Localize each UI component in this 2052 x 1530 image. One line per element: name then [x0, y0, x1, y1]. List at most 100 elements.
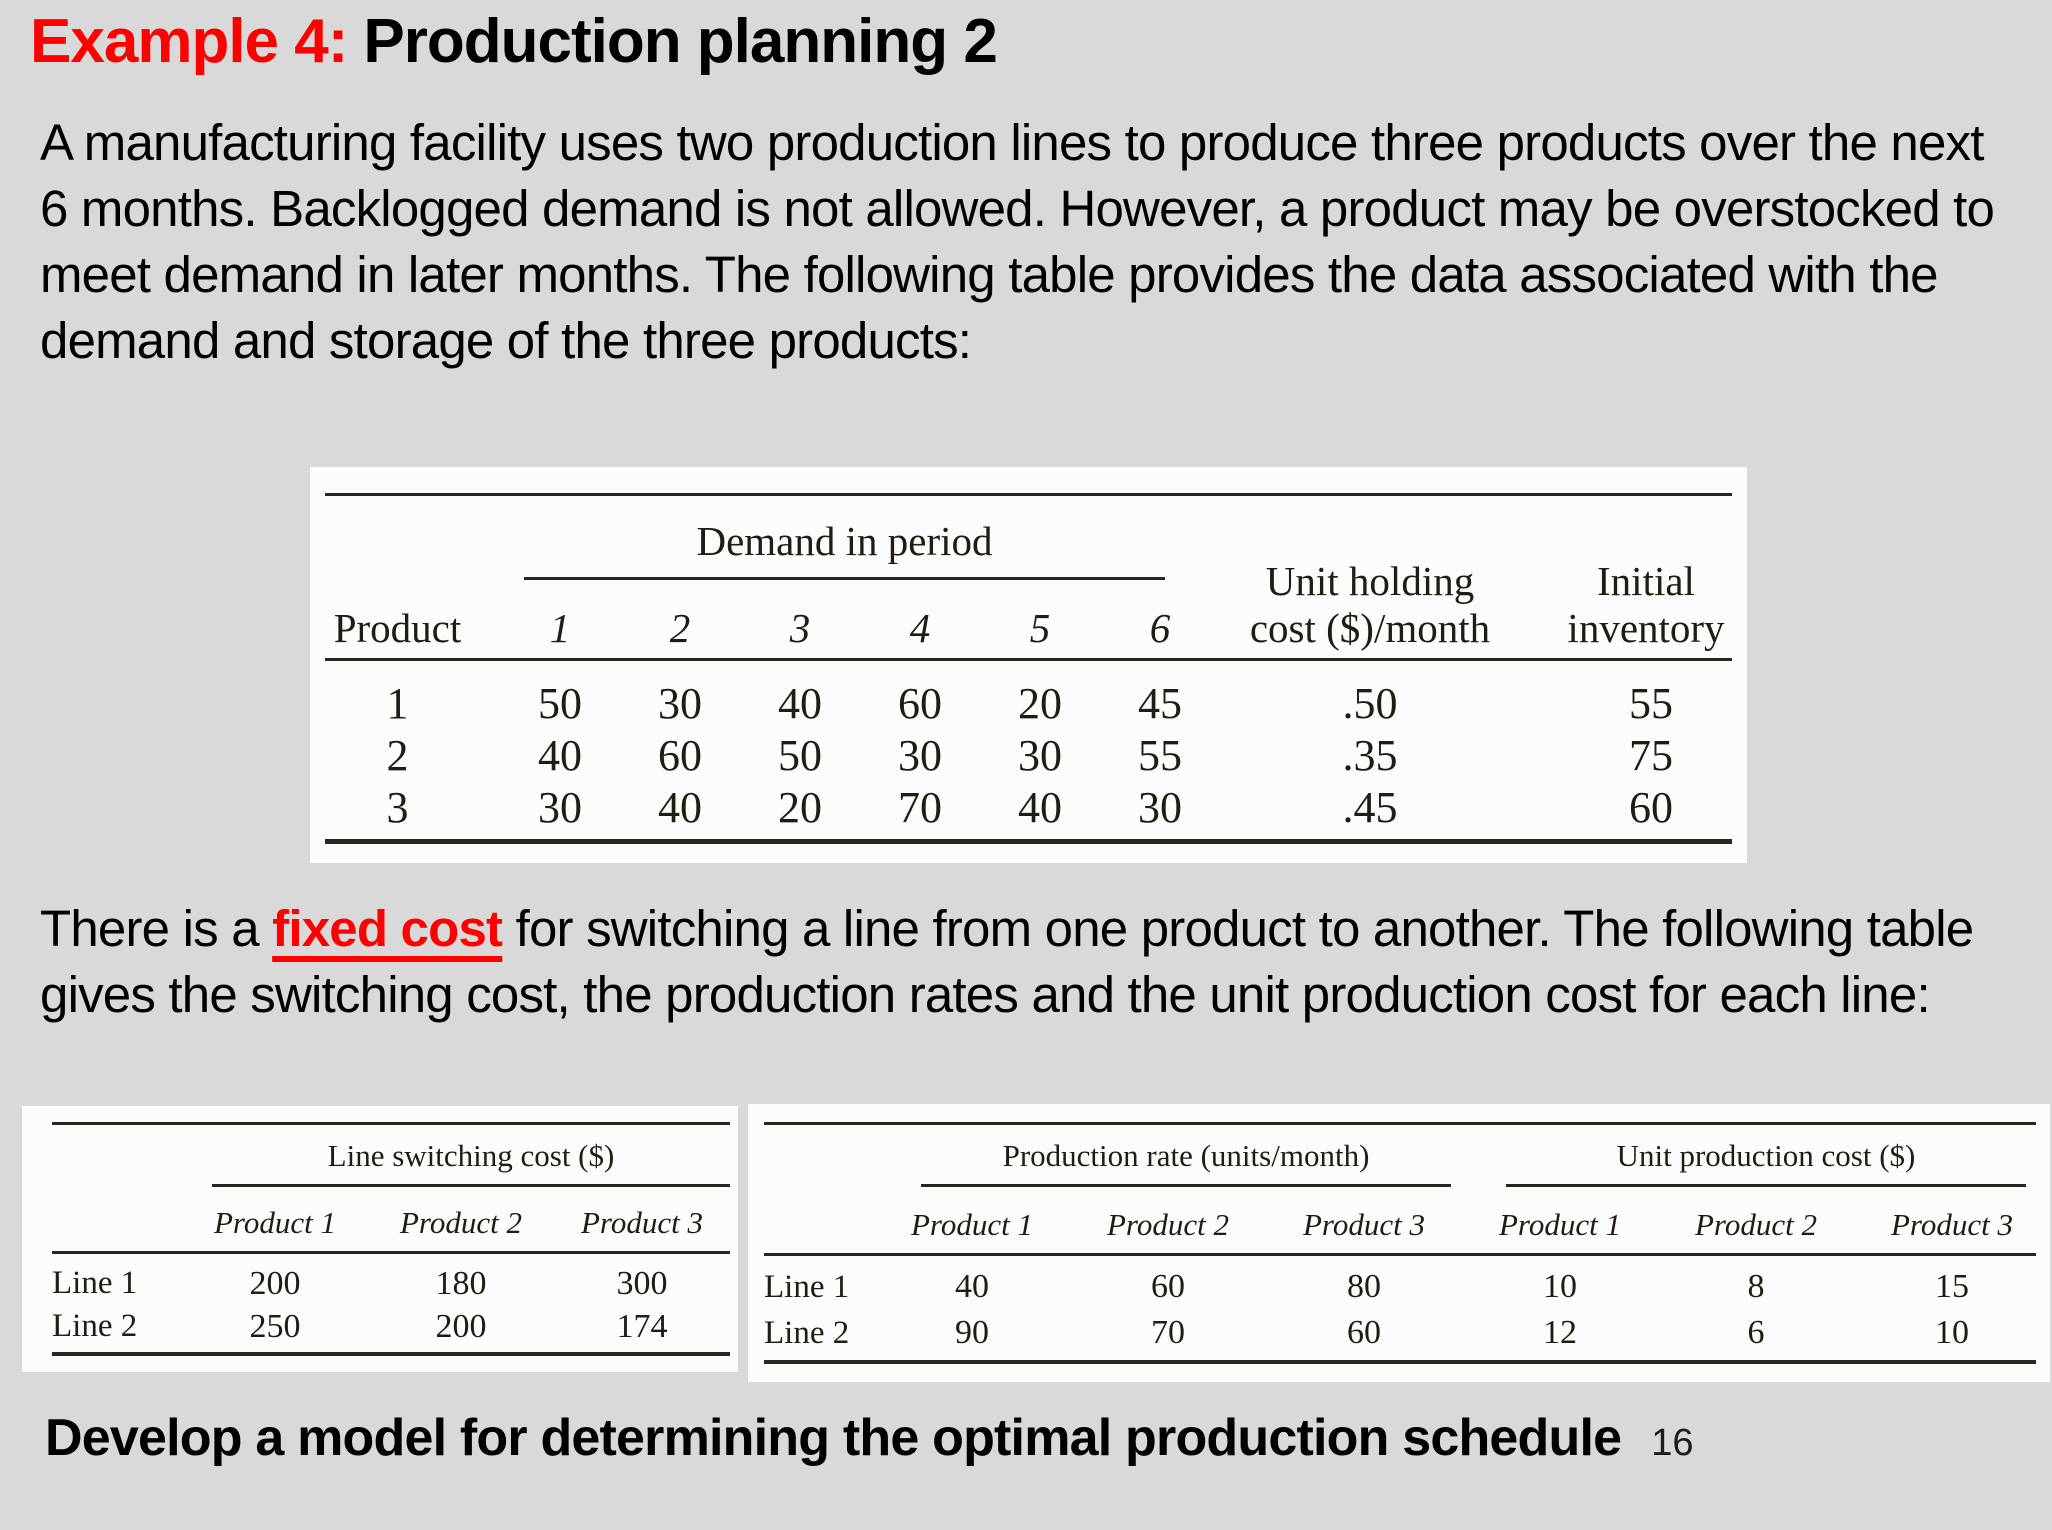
rate-cost-table-header: Production rate (units/month) Unit produ…: [764, 1125, 2050, 1253]
table-header-rule: [325, 658, 1732, 661]
demand-cell: 20: [1018, 678, 1062, 728]
switching-cost-cell: 180: [435, 1264, 487, 1302]
demand-cell: 55: [1138, 730, 1182, 780]
title-example-label: Example 4:: [30, 7, 348, 76]
page-title: Example 4: Production planning 2: [30, 6, 998, 77]
production-rate-cell: 40: [955, 1268, 989, 1305]
table-top-rule: [52, 1122, 730, 1125]
initial-inventory-header-line2: inventory: [1567, 605, 1725, 651]
switching-cost-group-header: Line switching cost ($): [212, 1138, 730, 1187]
switching-cost-cell: 200: [249, 1264, 301, 1302]
initial-inventory-cell: 60: [1629, 782, 1673, 832]
cost-product-2-header: Product 2: [1695, 1207, 1817, 1242]
table-bottom-rule: [325, 839, 1732, 844]
demand-cell: 60: [658, 730, 702, 780]
switching-paragraph-post: for switching a line from one product to…: [40, 900, 1974, 1023]
demand-cell: 30: [1138, 782, 1182, 832]
product-2-header: Product 2: [400, 1205, 522, 1240]
rate-product-3-header: Product 3: [1303, 1207, 1425, 1242]
product-column-header: Product: [333, 605, 462, 651]
product-3-header: Product 3: [581, 1205, 703, 1240]
demand-cell: 30: [1018, 730, 1062, 780]
rate-cost-table: Production rate (units/month) Unit produ…: [748, 1104, 2050, 1382]
production-rate-cell: 90: [955, 1314, 989, 1351]
switching-table-body: Line 1 200 180 300 Line 2 250 200 174: [52, 1254, 730, 1348]
switching-cost-cell: 250: [249, 1307, 301, 1345]
unit-holding-cost-header: Unit holding cost ($)/month: [1220, 558, 1520, 658]
page-number: 16: [1651, 1422, 1694, 1464]
unit-cost-cell: 15: [1935, 1268, 1969, 1305]
initial-inventory-header-line1: Initial: [1597, 558, 1695, 604]
period-header-5: 5: [1029, 605, 1051, 651]
initial-inventory-header: Initial inventory: [1520, 558, 1732, 658]
rate-product-1-header: Product 1: [911, 1207, 1033, 1242]
cost-product-1-header: Product 1: [1499, 1207, 1621, 1242]
product-cell: 2: [386, 730, 409, 780]
rate-product-2-header: Product 2: [1107, 1207, 1229, 1242]
demand-cell: 20: [778, 782, 822, 832]
switching-paragraph: There is a fixed cost for switching a li…: [40, 896, 2025, 1028]
demand-table-body: 1 50 30 40 60 20 45 .50 55 2 40 60 50 30…: [325, 661, 1732, 833]
demand-cell: 30: [898, 730, 942, 780]
unit-cost-group-header: Unit production cost ($): [1506, 1138, 2026, 1187]
switching-cost-table: Line switching cost ($) Product 1 Produc…: [22, 1106, 738, 1372]
rate-cost-table-body: Line 1 40 60 80 10 8 15 Line 2 90 70 60 …: [764, 1256, 2050, 1356]
line-label: Line 1: [52, 1265, 138, 1301]
table-header-rule: [52, 1251, 730, 1254]
demand-period-group-header: Demand in period: [524, 517, 1165, 580]
production-rate-cell: 60: [1151, 1268, 1185, 1305]
demand-cell: 40: [1018, 782, 1062, 832]
period-header-6: 6: [1149, 605, 1171, 651]
table-bottom-rule: [764, 1360, 2036, 1364]
line-label: Line 1: [764, 1268, 850, 1305]
demand-cell: 70: [898, 782, 942, 832]
period-header-1: 1: [549, 605, 571, 651]
footer-instruction: Develop a model for determining the opti…: [45, 1409, 1622, 1467]
period-header-2: 2: [669, 605, 691, 651]
demand-cell: 40: [778, 678, 822, 728]
line-label: Line 2: [52, 1308, 138, 1344]
period-header-4: 4: [909, 605, 931, 651]
intro-paragraph: A manufacturing facility uses two produc…: [40, 114, 1995, 369]
demand-cell: 50: [538, 678, 582, 728]
switching-cost-cell: 174: [616, 1307, 668, 1345]
production-rate-cell: 60: [1347, 1314, 1381, 1351]
demand-cell: 40: [658, 782, 702, 832]
unit-cost-cell: 8: [1747, 1268, 1765, 1305]
fixed-cost-highlight: fixed cost: [272, 900, 503, 957]
unit-cost-cell: 6: [1747, 1314, 1765, 1351]
footer: Develop a model for determining the opti…: [45, 1408, 1694, 1468]
demand-cell: 30: [658, 678, 702, 728]
demand-cell: 45: [1138, 678, 1182, 728]
demand-table: Demand in period Unit holding cost ($)/m…: [310, 467, 1747, 863]
production-rate-cell: 70: [1151, 1314, 1185, 1351]
table-top-rule: [764, 1122, 2036, 1125]
unit-cost-cell: 10: [1543, 1268, 1577, 1305]
switching-cost-cell: 200: [435, 1307, 487, 1345]
table-top-rule: [325, 493, 1732, 496]
period-header-3: 3: [789, 605, 811, 651]
title-subject: Production planning 2: [363, 7, 997, 76]
holding-cost-cell: .45: [1342, 782, 1398, 832]
unit-holding-cost-header-line2: cost ($)/month: [1249, 605, 1491, 651]
table-header-rule: [764, 1253, 2036, 1256]
demand-cell: 50: [778, 730, 822, 780]
holding-cost-cell: .35: [1342, 730, 1398, 780]
unit-holding-cost-header-line1: Unit holding: [1265, 558, 1475, 604]
holding-cost-cell: .50: [1342, 678, 1398, 728]
switching-table-header: Line switching cost ($) Product 1 Produc…: [52, 1125, 730, 1251]
product-cell: 1: [386, 678, 409, 728]
unit-cost-cell: 12: [1543, 1314, 1577, 1351]
switching-cost-cell: 300: [616, 1264, 668, 1302]
demand-cell: 40: [538, 730, 582, 780]
unit-cost-cell: 10: [1935, 1314, 1969, 1351]
demand-cell: 30: [538, 782, 582, 832]
production-rate-group-header: Production rate (units/month): [921, 1138, 1451, 1187]
line-label: Line 2: [764, 1314, 850, 1351]
switching-paragraph-pre: There is a: [40, 900, 273, 957]
initial-inventory-cell: 75: [1629, 730, 1673, 780]
product-1-header: Product 1: [214, 1205, 336, 1240]
cost-product-3-header: Product 3: [1891, 1207, 2013, 1242]
initial-inventory-cell: 55: [1629, 678, 1673, 728]
